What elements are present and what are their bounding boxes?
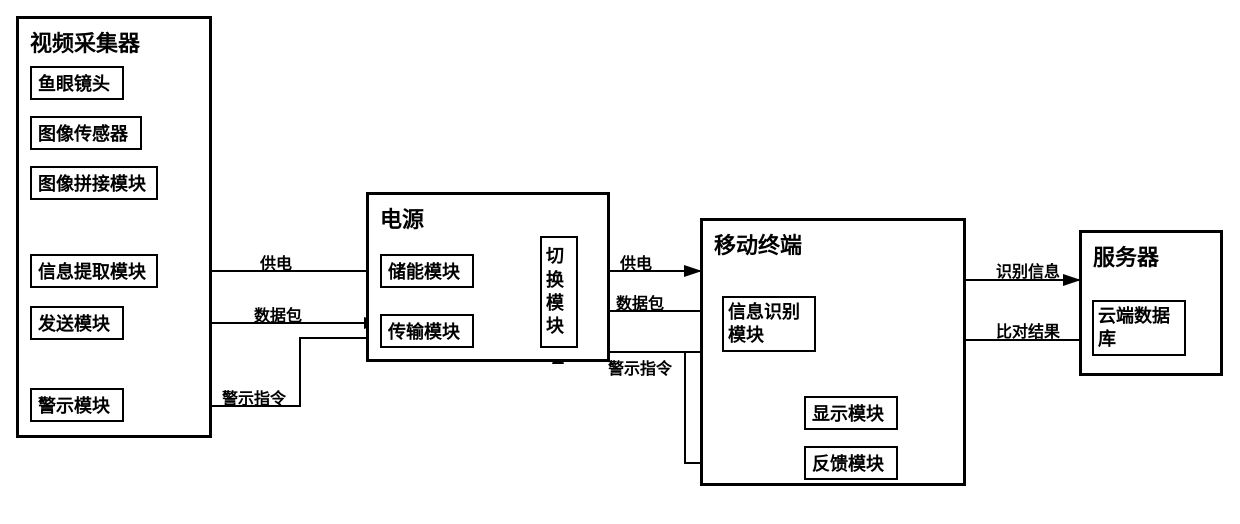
node-display: 显示模块 <box>804 396 898 430</box>
edge-label-recognize_r: 识别信息 <box>996 258 1060 282</box>
diagram-canvas: 视频采集器电源移动终端 服务器 鱼眼镜头图像传感器图像拼接模块信息提取模块发送模块警… <box>0 0 1240 524</box>
edge-label-server_l2: 比对结果 <box>996 318 1060 342</box>
node-alarm: 警示模块 <box>30 388 124 422</box>
node-switch: 切换模块 <box>540 236 578 348</box>
edge-label-transfer_l2: 警示指令 <box>222 385 286 409</box>
node-sensor: 图像传感器 <box>30 116 142 150</box>
edge-label-switch_r1: 供电 <box>620 250 652 274</box>
node-feedback: 反馈模块 <box>804 446 898 480</box>
node-stitch: 图像拼接模块 <box>30 166 158 200</box>
block-title-mobile: 移动终端 <box>714 228 802 260</box>
node-storage: 储能模块 <box>380 254 474 288</box>
edge-label-switch_r2: 数据包 <box>616 290 664 314</box>
edge-label-send_r: 数据包 <box>254 302 302 326</box>
block-title-video: 视频采集器 <box>30 26 140 58</box>
node-recognize: 信息识别模块 <box>722 296 816 352</box>
block-title-server: 服务器 <box>1093 240 1159 272</box>
node-transfer: 传输模块 <box>380 314 474 348</box>
edge-label-storage_l: 供电 <box>260 250 292 274</box>
node-cloud: 云端数据库 <box>1092 300 1186 356</box>
block-title-power: 电源 <box>380 202 424 234</box>
edge-label-mobile_l3: 警示指令 <box>608 355 672 379</box>
node-fisheye: 鱼眼镜头 <box>30 66 124 100</box>
node-extract: 信息提取模块 <box>30 254 158 288</box>
node-send: 发送模块 <box>30 306 124 340</box>
